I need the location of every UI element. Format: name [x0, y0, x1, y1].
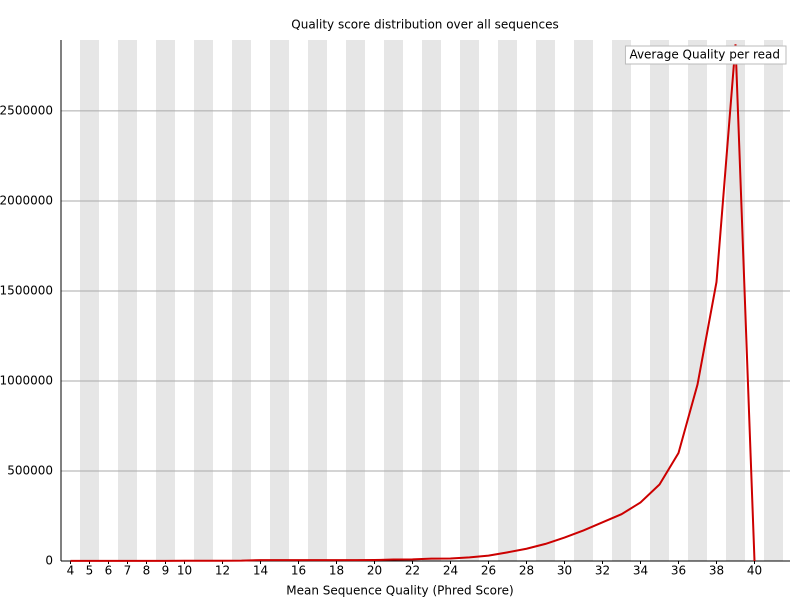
x-tick-label: 6	[105, 564, 113, 578]
x-tick-label: 38	[709, 564, 724, 578]
stripe	[498, 40, 517, 561]
stripe	[460, 40, 479, 561]
legend: Average Quality per read	[624, 45, 787, 65]
y-tick-label: 2000000	[0, 193, 53, 207]
stripe	[80, 40, 99, 561]
chart-title: Quality score distribution over all sequ…	[291, 18, 558, 32]
y-tick-label: 1500000	[0, 283, 53, 297]
stripe	[384, 40, 403, 561]
x-tick-label: 36	[671, 564, 686, 578]
stripe	[536, 40, 555, 561]
legend-label: Average Quality per read	[629, 48, 780, 62]
stripe	[194, 40, 213, 561]
x-tick-label: 16	[291, 564, 306, 578]
x-axis-label: Mean Sequence Quality (Phred Score)	[286, 584, 514, 598]
x-tick-label: 22	[405, 564, 420, 578]
x-tick-label: 9	[162, 564, 170, 578]
x-tick-label: 40	[747, 564, 762, 578]
stripe	[612, 40, 631, 561]
x-tick-label: 18	[329, 564, 344, 578]
x-tick-label: 24	[443, 564, 458, 578]
stripe	[574, 40, 593, 561]
stripe	[232, 40, 251, 561]
series-line	[70, 44, 756, 562]
stripe	[650, 40, 669, 561]
y-tick-label: 2500000	[0, 103, 53, 117]
x-tick-label: 14	[253, 564, 268, 578]
x-tick-label: 26	[481, 564, 496, 578]
x-tick-label: 5	[86, 564, 94, 578]
stripe	[764, 40, 783, 561]
x-tick-label: 10	[177, 564, 192, 578]
stripe	[118, 40, 137, 561]
x-tick-label: 8	[143, 564, 151, 578]
x-tick-label: 32	[595, 564, 610, 578]
x-tick-label: 4	[67, 564, 75, 578]
x-tick-label: 7	[124, 564, 132, 578]
plot-background	[80, 40, 783, 561]
legend-box	[624, 45, 787, 65]
stripe	[346, 40, 365, 561]
stripe	[308, 40, 327, 561]
y-tick-label: 1000000	[0, 373, 53, 387]
stripe	[422, 40, 441, 561]
x-tick-label: 30	[557, 564, 572, 578]
x-tick-label: 12	[215, 564, 230, 578]
stripe	[270, 40, 289, 561]
y-tick-label: 0	[45, 554, 53, 568]
x-tick-label: 34	[633, 564, 648, 578]
x-tick-label: 28	[519, 564, 534, 578]
stripe	[156, 40, 175, 561]
y-tick-label: 500000	[7, 463, 53, 477]
stripe	[688, 40, 707, 561]
x-tick-label: 20	[367, 564, 382, 578]
